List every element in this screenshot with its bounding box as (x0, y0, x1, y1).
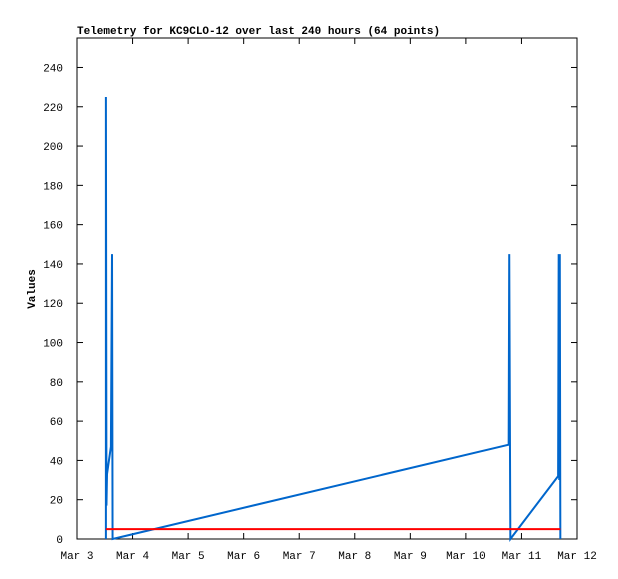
y-tick-label: 120 (43, 299, 63, 311)
y-tick-label: 20 (50, 496, 63, 508)
y-tick-label: 140 (43, 260, 63, 272)
x-tick-label: Mar 4 (116, 551, 149, 563)
y-tick-label: 240 (43, 63, 63, 75)
y-tick-label: 100 (43, 339, 63, 351)
x-tick-label: Mar 9 (394, 551, 427, 563)
x-tick-label: Mar 8 (338, 551, 371, 563)
y-tick-label: 80 (50, 378, 63, 390)
plot-frame (76, 37, 578, 540)
y-tick-label: 60 (50, 417, 63, 429)
x-tick-label: Mar 5 (172, 551, 205, 563)
y-tick-label: 0 (56, 535, 63, 547)
x-tick-label: Mar 6 (227, 551, 260, 563)
y-tick-label: 180 (43, 181, 63, 193)
x-tick-label: Mar 12 (557, 551, 597, 563)
x-tick-label: Mar 10 (446, 551, 486, 563)
y-tick-label: 200 (43, 142, 63, 154)
series-line (104, 96, 562, 542)
x-tick-label: Mar 3 (60, 551, 93, 563)
chart-title: Telemetry for KC9CLO-12 over last 240 ho… (77, 26, 440, 38)
y-tick-label: 40 (50, 456, 63, 468)
x-tick-label: Mar 11 (502, 551, 542, 563)
y-axis-label: Values (27, 269, 39, 309)
y-tick-label: 220 (43, 103, 63, 115)
y-tick-label: 160 (43, 221, 63, 233)
x-tick-label: Mar 7 (283, 551, 316, 563)
